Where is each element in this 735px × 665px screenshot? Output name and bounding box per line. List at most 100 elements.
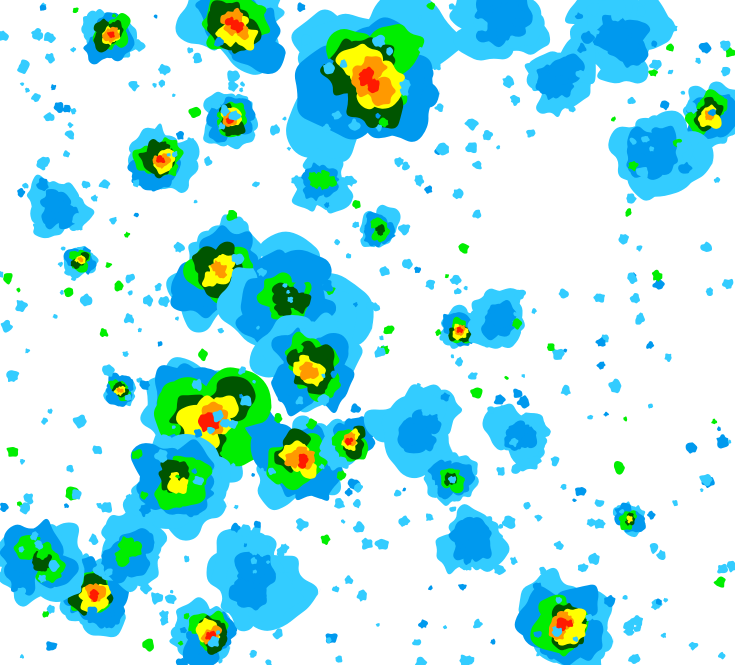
- echo-speck: [678, 161, 694, 174]
- echo-speck: [6, 447, 19, 457]
- echo-speck: [186, 630, 193, 637]
- echo-cell: [108, 31, 115, 38]
- echo-cell: [290, 288, 312, 314]
- echo-speck: [504, 375, 509, 380]
- echo-speck: [546, 343, 555, 352]
- echo-speck: [167, 493, 173, 499]
- echo-cell: [174, 479, 188, 494]
- echo-speck: [133, 212, 140, 218]
- echo-speck: [699, 488, 704, 493]
- echo-speck: [711, 418, 718, 425]
- echo-speck: [140, 583, 153, 595]
- echo-speck: [267, 467, 277, 476]
- echo-speck: [47, 408, 53, 414]
- echo-speck: [324, 385, 334, 395]
- echo-speck: [322, 123, 332, 133]
- echo-speck: [102, 364, 116, 377]
- echo-speck: [635, 167, 649, 179]
- echo-speck: [434, 477, 442, 486]
- echo-speck: [18, 546, 25, 553]
- echo-speck: [191, 468, 198, 475]
- echo-cell: [114, 549, 131, 567]
- echo-speck: [568, 104, 576, 113]
- echo-speck: [647, 403, 654, 409]
- echo-speck: [265, 659, 272, 665]
- echo-speck: [114, 280, 124, 292]
- echo-speck: [230, 522, 242, 533]
- echo-speck: [63, 503, 70, 509]
- echo-speck: [727, 439, 732, 444]
- echo-cell: [156, 156, 163, 163]
- echo-speck: [374, 538, 389, 550]
- echo-speck: [243, 543, 248, 548]
- echo-speck: [144, 511, 156, 525]
- echo-speck: [496, 467, 505, 476]
- echo-speck: [497, 523, 504, 529]
- echo-cell: [427, 459, 453, 482]
- echo-speck: [59, 289, 64, 295]
- echo-speck: [179, 627, 188, 634]
- echo-speck: [513, 311, 518, 317]
- echo-speck: [160, 616, 169, 626]
- echo-speck: [323, 202, 330, 209]
- echo-speck: [323, 175, 338, 187]
- echo-speck: [641, 135, 650, 143]
- echo-speck: [131, 504, 141, 512]
- echo-speck: [175, 474, 181, 479]
- echo-speck: [667, 69, 674, 75]
- echo-speck: [198, 348, 208, 362]
- echo-cell: [116, 388, 122, 393]
- echo-speck: [274, 413, 283, 424]
- echo-speck: [574, 12, 584, 20]
- echo-speck: [46, 641, 58, 651]
- echo-speck: [418, 47, 425, 53]
- echo-speck: [226, 210, 238, 221]
- echo-speck: [239, 524, 251, 538]
- echo-speck: [318, 463, 325, 470]
- echo-speck: [664, 353, 672, 363]
- echo-speck: [509, 94, 521, 106]
- echo-speck: [285, 324, 294, 332]
- echo-speck: [586, 518, 596, 527]
- echo-speck: [700, 241, 713, 252]
- echo-speck: [41, 417, 49, 425]
- echo-cell: [123, 542, 136, 555]
- echo-speck: [92, 445, 103, 455]
- echo-speck: [610, 116, 617, 122]
- echo-speck: [295, 396, 304, 405]
- echo-cell: [491, 306, 516, 329]
- echo-speck: [249, 549, 258, 556]
- echo-speck: [69, 107, 77, 115]
- echo-speck: [133, 39, 146, 52]
- echo-speck: [401, 258, 414, 270]
- echo-speck: [534, 514, 543, 522]
- echo-speck: [435, 329, 442, 336]
- echo-speck: [532, 582, 542, 590]
- echo-speck: [502, 75, 515, 89]
- echo-speck: [207, 635, 220, 648]
- echo-speck: [685, 102, 698, 114]
- echo-speck: [501, 515, 516, 529]
- echo-speck: [393, 489, 402, 497]
- echo-speck: [104, 568, 113, 577]
- echo-speck: [240, 395, 252, 407]
- echo-speck: [67, 122, 74, 129]
- echo-speck: [414, 656, 428, 665]
- echo-speck: [282, 283, 288, 288]
- echo-speck: [440, 392, 451, 402]
- echo-speck: [88, 533, 99, 546]
- echo-speck: [24, 87, 31, 93]
- echo-speck: [472, 618, 484, 629]
- echo-speck: [352, 302, 359, 308]
- echo-speck: [187, 47, 194, 54]
- echo-cell: [218, 271, 228, 279]
- echo-speck: [175, 316, 180, 321]
- echo-speck: [618, 508, 625, 514]
- echo-speck: [528, 62, 533, 67]
- echo-speck: [37, 574, 47, 583]
- echo-speck: [636, 245, 643, 252]
- echo-speck: [649, 59, 662, 71]
- echo-speck: [321, 373, 326, 378]
- echo-speck: [231, 462, 236, 467]
- echo-speck: [17, 59, 30, 75]
